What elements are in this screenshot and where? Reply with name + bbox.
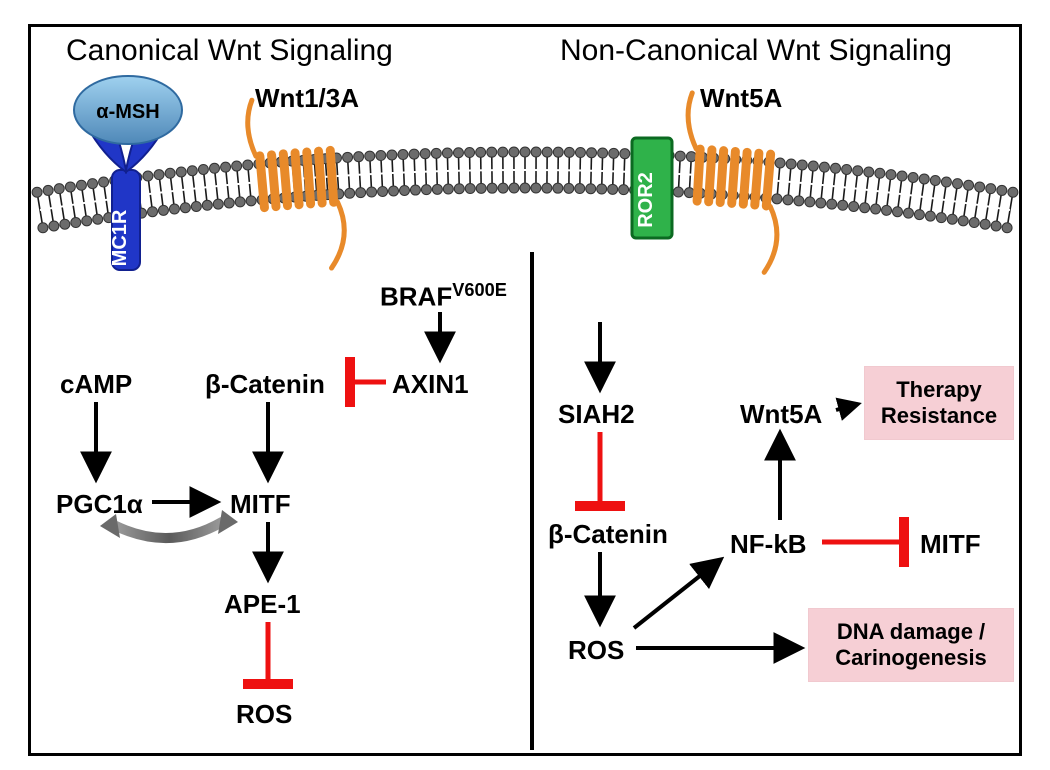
- receptor-gpcr-right: [688, 93, 777, 272]
- diagram-stage: α-MSH MC1R ROR2: [0, 0, 1050, 770]
- outcome-dna-damage: DNA damage /Carinogenesis: [808, 608, 1014, 682]
- ligand-alpha-msh-label: α-MSH: [96, 101, 159, 123]
- label-wnt5a: Wnt5A: [700, 84, 782, 114]
- receptor-ror2-label: ROR2: [635, 172, 657, 228]
- outcome-therapy-resistance: TherapyResistance: [864, 366, 1014, 440]
- node-wnt5a-cyt: Wnt5A: [740, 400, 822, 430]
- node-bcat-right: β-Catenin: [548, 520, 668, 550]
- edge-ros-nfkb: [634, 560, 720, 628]
- title-noncanonical: Non-Canonical Wnt Signaling: [560, 34, 952, 68]
- title-canonical: Canonical Wnt Signaling: [66, 34, 393, 68]
- edges: [96, 312, 904, 684]
- membrane: [32, 147, 1018, 233]
- receptor-ror2: ROR2: [632, 138, 672, 238]
- node-nfkb: NF-kB: [730, 530, 807, 560]
- outcome-dna-text: DNA damage /Carinogenesis: [835, 619, 987, 671]
- outcome-therapy-text: TherapyResistance: [881, 377, 997, 429]
- node-ros-right: ROS: [568, 636, 624, 666]
- node-bcat-left: β-Catenin: [205, 370, 325, 400]
- node-axin1: AXIN1: [392, 370, 469, 400]
- edge-wnt5a-therapy: [836, 404, 858, 410]
- node-ros-left: ROS: [236, 700, 292, 730]
- receptor-mc1r-label: MC1R: [109, 209, 131, 266]
- node-siah2: SIAH2: [558, 400, 635, 430]
- node-braf: BRAFV600E: [380, 280, 507, 313]
- node-camp: cAMP: [60, 370, 132, 400]
- receptor-gpcr-left: [248, 100, 345, 268]
- node-pgc1a: PGC1α: [56, 490, 143, 520]
- label-wnt13a: Wnt1/3A: [255, 84, 359, 114]
- node-ape1: APE-1: [224, 590, 301, 620]
- node-mitf-right: MITF: [920, 530, 981, 560]
- node-mitf-left: MITF: [230, 490, 291, 520]
